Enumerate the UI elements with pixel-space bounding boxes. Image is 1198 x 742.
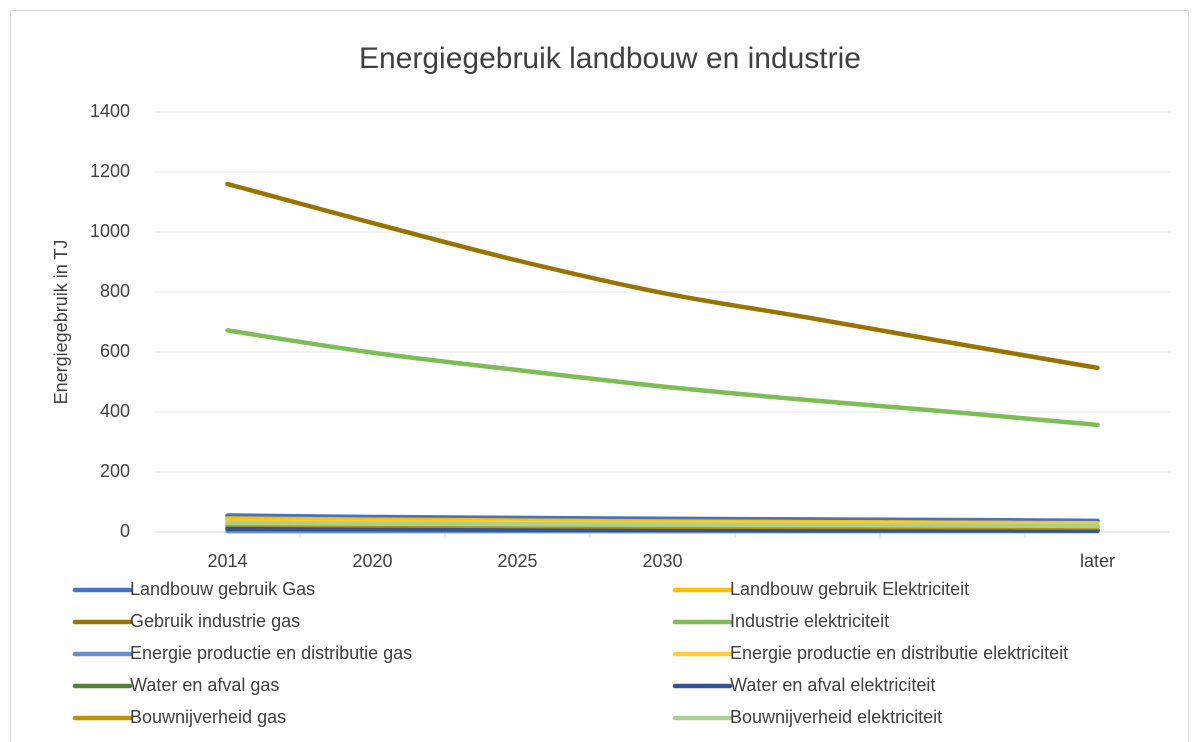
x-tick-label: 2014: [207, 551, 247, 571]
y-tick-label: 800: [100, 281, 130, 301]
series-line: [225, 526, 1100, 533]
chart-title: Energiegebruik landbouw en industrie: [359, 42, 861, 75]
y-tick-label: 1200: [90, 161, 130, 181]
x-tick-label: 2020: [352, 551, 392, 571]
y-tick-label: 0: [120, 521, 130, 541]
legend-label: Energie productie en distributie elektri…: [730, 643, 1068, 663]
x-tick-label: later: [1080, 551, 1115, 571]
legend-label: Gebruik industrie gas: [130, 611, 300, 631]
series-line: [225, 328, 1100, 428]
series-line: [225, 513, 1100, 524]
x-tick-label: 2030: [642, 551, 682, 571]
legend-label: Landbouw gebruik Elektriciteit: [730, 579, 969, 599]
y-tick-label: 1000: [90, 221, 130, 241]
y-tick-label: 200: [100, 461, 130, 481]
chart-frame: [10, 10, 1189, 742]
legend-label: Industrie elektriciteit: [730, 611, 889, 631]
series-line: [225, 520, 1100, 529]
legend-label: Bouwnijverheid gas: [130, 707, 286, 727]
y-tick-label: 600: [100, 341, 130, 361]
y-tick-label: 400: [100, 401, 130, 421]
x-tick-label: 2025: [497, 551, 537, 571]
legend-label: Water en afval elektriciteit: [730, 675, 935, 695]
y-tick-label: 1400: [90, 101, 130, 121]
y-axis-label: Energiegebruik in TJ: [51, 240, 71, 405]
legend-label: Bouwnijverheid elektriciteit: [730, 707, 942, 727]
legend-label: Landbouw gebruik Gas: [130, 579, 315, 599]
legend-label: Water en afval gas: [130, 675, 279, 695]
series-line: [225, 181, 1100, 371]
legend-label: Energie productie en distributie gas: [130, 643, 412, 663]
